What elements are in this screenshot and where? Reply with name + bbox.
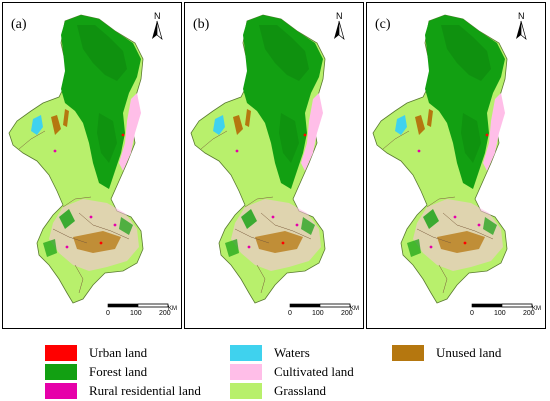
land-use-map xyxy=(372,14,508,304)
legend-swatch xyxy=(230,364,262,380)
scale-tick-200: 200 xyxy=(159,310,171,317)
legend-item-waters: Waters xyxy=(230,344,310,362)
legend-label: Unused land xyxy=(436,345,502,360)
north-arrow-icon: N xyxy=(150,11,170,41)
legend-label: Forest land xyxy=(89,364,148,379)
scale-tick-0: 0 xyxy=(470,310,474,317)
scale-tick-0: 0 xyxy=(106,310,110,317)
scale-tick-200: 200 xyxy=(523,310,535,317)
legend-item-unused-land: Unused land xyxy=(392,344,501,362)
panel-label: (a) xyxy=(11,17,27,32)
scale-unit: KM xyxy=(168,306,177,312)
scale-bar: 0 100 200 KM xyxy=(462,302,544,326)
legend-item-forest-land: Forest land xyxy=(45,363,147,381)
map-panel-c: (c) N 0 100 200 KM xyxy=(366,2,546,329)
north-letter: N xyxy=(336,11,343,21)
north-arrow-icon: N xyxy=(514,11,534,41)
legend: Urban land Forest land Rural residential… xyxy=(0,336,550,400)
legend-label: Urban land xyxy=(89,345,148,360)
panel-label: (c) xyxy=(375,17,391,32)
legend-swatch xyxy=(45,345,77,361)
land-use-map xyxy=(190,14,326,304)
legend-label: Waters xyxy=(274,345,310,360)
scale-tick-100: 100 xyxy=(130,310,142,317)
panel-label: (b) xyxy=(193,17,210,32)
legend-label: Rural residential land xyxy=(89,383,201,398)
north-letter: N xyxy=(518,11,525,21)
map-panel-a: (a) N 0 100 200 KM xyxy=(2,2,182,329)
legend-swatch xyxy=(45,383,77,399)
scale-tick-0: 0 xyxy=(288,310,292,317)
legend-item-urban-land: Urban land xyxy=(45,344,147,362)
legend-item-grassland: Grassland xyxy=(230,382,326,400)
scale-unit: KM xyxy=(350,306,359,312)
land-use-map xyxy=(8,14,144,304)
legend-swatch xyxy=(392,345,424,361)
legend-swatch xyxy=(230,383,262,399)
legend-label: Cultivated land xyxy=(274,364,354,379)
legend-label: Grassland xyxy=(274,383,326,398)
legend-item-rural-residential-land: Rural residential land xyxy=(45,382,201,400)
legend-swatch xyxy=(230,345,262,361)
scale-bar: 0 100 200 KM xyxy=(280,302,362,326)
scale-tick-100: 100 xyxy=(494,310,506,317)
scale-tick-100: 100 xyxy=(312,310,324,317)
north-arrow-icon: N xyxy=(332,11,352,41)
legend-swatch xyxy=(45,364,77,380)
scale-bar: 0 100 200 KM xyxy=(98,302,180,326)
north-letter: N xyxy=(154,11,161,21)
scale-unit: KM xyxy=(532,306,541,312)
map-panel-b: (b) N 0 100 200 KM xyxy=(184,2,364,329)
scale-tick-200: 200 xyxy=(341,310,353,317)
legend-item-cultivated-land: Cultivated land xyxy=(230,363,354,381)
